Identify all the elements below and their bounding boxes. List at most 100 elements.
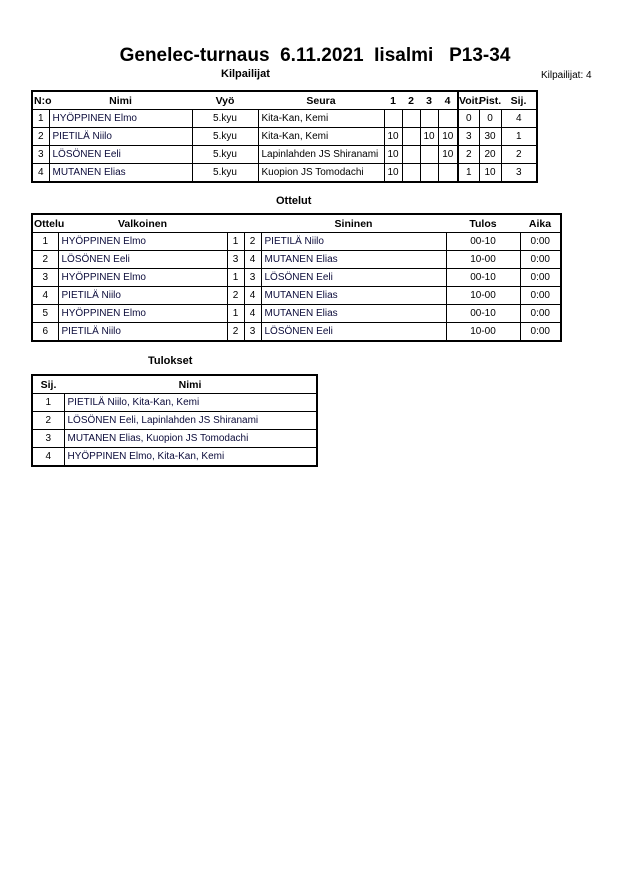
- blue-no-cell: 2: [243, 232, 262, 251]
- points-cell: 0: [478, 109, 502, 128]
- time-cell: 0:00: [519, 322, 562, 342]
- header-wins: Voit.: [457, 91, 481, 110]
- white-cell: PIETILÄ Niilo: [57, 286, 228, 305]
- white-cell: HYÖPPINEN Elmo: [57, 232, 228, 251]
- place-cell: 1: [500, 127, 538, 146]
- table-row: 5 HYÖPPINEN Elmo 1 4 MUTANEN Elias 00-10 0:00: [31, 304, 562, 323]
- m2-cell: [401, 109, 421, 128]
- wins-cell: 2: [457, 145, 480, 164]
- table-row: 1 HYÖPPINEN Elmo 5.kyu Kita-Kan, Kemi 0 0 4: [31, 109, 538, 128]
- result-cell: 00-10: [445, 268, 521, 287]
- name-cell: MUTANEN Elias, Kuopion JS Tomodachi: [63, 429, 318, 448]
- header-m4: 4: [444, 94, 451, 107]
- belt-cell: 5.kyu: [191, 163, 259, 183]
- points-cell: 10: [478, 163, 502, 183]
- match-no-cell: 5: [31, 304, 59, 323]
- club-cell: Kita-Kan, Kemi: [257, 127, 385, 146]
- blue-cell: PIETILÄ Niilo: [260, 232, 447, 251]
- match-no-cell: 1: [31, 232, 59, 251]
- table-row: 3 LÖSÖNEN Eeli 5.kyu Lapinlahden JS Shirana…: [31, 145, 538, 164]
- white-cell: HYÖPPINEN Elmo: [57, 268, 228, 287]
- result-cell: 00-10: [445, 304, 521, 323]
- name-cell: LÖSÖNEN Eeli: [48, 145, 193, 164]
- name-cell: HYÖPPINEN Elmo, Kita-Kan, Kemi: [63, 447, 318, 467]
- m3-cell: [419, 163, 439, 183]
- competitors-title: Kilpailijat: [221, 68, 270, 80]
- table-row: 3 MUTANEN Elias, Kuopion JS Tomodachi: [31, 429, 318, 448]
- result-cell: 00-10: [445, 232, 521, 251]
- m1-cell: 10: [383, 163, 403, 183]
- match-no-cell: 4: [31, 286, 59, 305]
- belt-cell: 5.kyu: [191, 109, 259, 128]
- header-blue: Sininen: [334, 217, 373, 230]
- m3-cell: [419, 109, 439, 128]
- time-cell: 0:00: [519, 304, 562, 323]
- white-no-cell: 3: [226, 250, 245, 269]
- blue-cell: LÖSÖNEN Eeli: [260, 268, 447, 287]
- no-cell: 3: [31, 145, 50, 164]
- blue-cell: MUTANEN Elias: [260, 286, 447, 305]
- blue-no-cell: 3: [243, 268, 262, 287]
- table-row: 4 PIETILÄ Niilo 2 4 MUTANEN Elias 10-00 0:00: [31, 286, 562, 305]
- table-header: Ottelu Valkoinen Sininen Tulos Aika: [32, 214, 561, 233]
- place-cell: 2: [31, 411, 65, 430]
- time-cell: 0:00: [519, 268, 562, 287]
- match-no-cell: 3: [31, 268, 59, 287]
- table-row: 4 MUTANEN Elias 5.kyu Kuopion JS Tomodachi 1…: [31, 163, 538, 183]
- header-name: Nimi: [109, 94, 132, 107]
- competitors-table: N:o Nimi Vyö Seura 1 2 3 4 Voit. Pist. S…: [31, 90, 538, 183]
- header-place: Sij.: [40, 378, 57, 391]
- white-no-cell: 2: [226, 286, 245, 305]
- blue-no-cell: 4: [243, 304, 262, 323]
- header-m3: 3: [426, 94, 432, 107]
- wins-cell: 0: [457, 109, 480, 128]
- no-cell: 2: [31, 127, 50, 146]
- name-cell: LÖSÖNEN Eeli, Lapinlahden JS Shiranami: [63, 411, 318, 430]
- no-cell: 4: [31, 163, 50, 183]
- name-cell: MUTANEN Elias: [48, 163, 193, 183]
- white-no-cell: 1: [226, 304, 245, 323]
- blue-cell: LÖSÖNEN Eeli: [260, 322, 447, 342]
- table-row: 2 LÖSÖNEN Eeli, Lapinlahden JS Shiranami: [31, 411, 318, 430]
- blue-no-cell: 3: [243, 322, 262, 342]
- points-cell: 30: [478, 127, 502, 146]
- m1-cell: 10: [383, 127, 403, 146]
- table-row: 2 LÖSÖNEN Eeli 3 4 MUTANEN Elias 10-00 0:00: [31, 250, 562, 269]
- result-cell: 10-00: [445, 322, 521, 342]
- no-cell: 1: [31, 109, 50, 128]
- m1-cell: 10: [383, 145, 403, 164]
- page-title: Genelec-turnaus 6.11.2021 Iisalmi P13-34: [119, 45, 511, 66]
- place-cell: 3: [500, 163, 538, 183]
- name-cell: PIETILÄ Niilo, Kita-Kan, Kemi: [63, 393, 318, 412]
- table-header: Sij. Nimi: [32, 375, 317, 394]
- place-cell: 3: [31, 429, 65, 448]
- place-cell: 4: [31, 447, 65, 467]
- blue-no-cell: 4: [243, 286, 262, 305]
- result-cell: 10-00: [445, 286, 521, 305]
- points-cell: 20: [478, 145, 502, 164]
- results-title: Tulokset: [148, 355, 193, 367]
- place-cell: 4: [500, 109, 538, 128]
- header-time: Aika: [528, 217, 552, 230]
- white-cell: PIETILÄ Niilo: [57, 322, 228, 342]
- belt-cell: 5.kyu: [191, 145, 259, 164]
- white-no-cell: 1: [226, 268, 245, 287]
- match-no-cell: 2: [31, 250, 59, 269]
- club-cell: Lapinlahden JS Shiranami: [257, 145, 385, 164]
- place-cell: 2: [500, 145, 538, 164]
- wins-cell: 1: [457, 163, 480, 183]
- m4-cell: [437, 109, 459, 128]
- header-points: Pist.: [479, 94, 502, 107]
- table-row: 3 HYÖPPINEN Elmo 1 3 LÖSÖNEN Eeli 00-10 0:00: [31, 268, 562, 287]
- table-header: N:o Nimi Vyö Seura 1 2 3 4 Voit. Pist. S…: [32, 91, 537, 110]
- m1-cell: [383, 109, 403, 128]
- header-white: Valkoinen: [117, 217, 168, 230]
- table-row: 1 HYÖPPINEN Elmo 1 2 PIETILÄ Niilo 00-10 0:00: [31, 232, 562, 251]
- header-m2: 2: [408, 94, 414, 107]
- m3-cell: [419, 145, 439, 164]
- table-row: 6 PIETILÄ Niilo 2 3 LÖSÖNEN Eeli 10-00 0:00: [31, 322, 562, 342]
- blue-no-cell: 4: [243, 250, 262, 269]
- belt-cell: 5.kyu: [191, 127, 259, 146]
- matches-title: Ottelut: [276, 195, 312, 207]
- place-cell: 1: [31, 393, 65, 412]
